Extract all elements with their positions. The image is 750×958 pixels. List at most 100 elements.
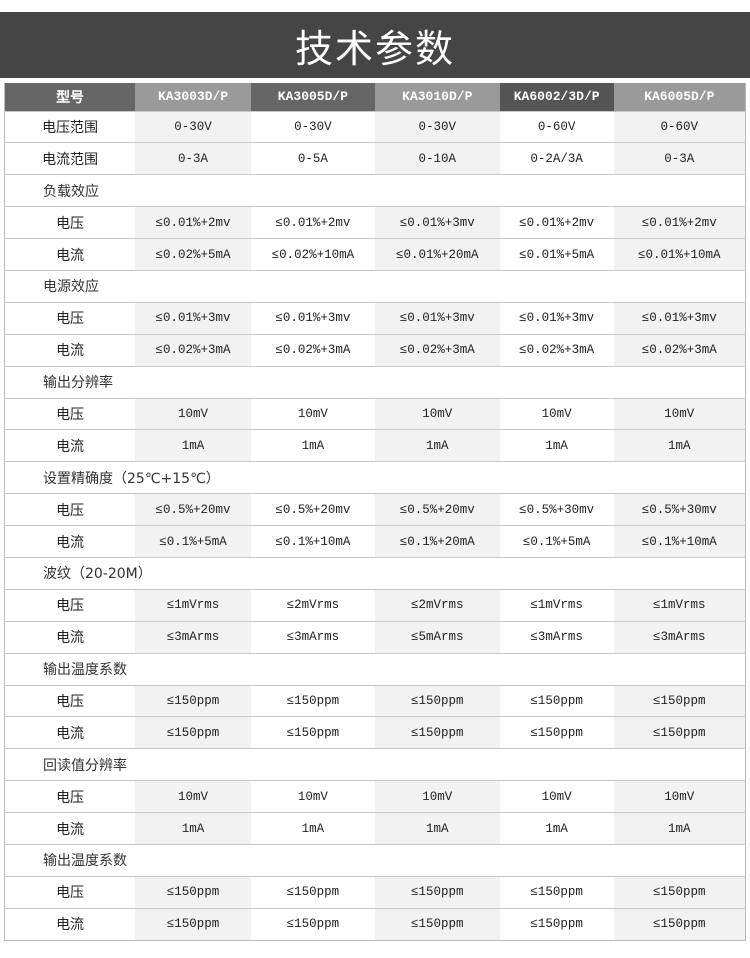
group-label: 电源效应: [4, 269, 746, 303]
table-row: 电流 ≤150ppm ≤150ppm ≤150ppm ≤150ppm ≤150ppm: [4, 716, 746, 749]
header-row: 型号 KA3003D/P KA3005D/P KA3010D/P KA6002/3D/P…: [4, 83, 746, 111]
spec-value: 10mV: [250, 780, 375, 813]
model-header: KA3003D/P: [135, 83, 251, 111]
row-label: 电压: [4, 684, 136, 717]
spec-value: 10mV: [613, 780, 746, 813]
spec-value: 10mV: [374, 397, 500, 430]
spec-value: 0-2A/3A: [499, 142, 614, 175]
spec-value: ≤150ppm: [250, 684, 375, 717]
spec-value: 0-30V: [250, 110, 375, 143]
row-label: 电压: [4, 875, 136, 909]
spec-value: 1mA: [499, 429, 614, 462]
row-label: 电压范围: [4, 110, 136, 143]
spec-value: ≤150ppm: [499, 907, 614, 941]
spec-value: 0-3A: [613, 142, 746, 175]
spec-value: ≤150ppm: [135, 875, 251, 909]
spec-value: ≤0.5%+30mv: [613, 493, 746, 526]
group-label: 输出分辨率: [4, 365, 746, 399]
group-label: 波纹（20-20M）: [4, 556, 746, 590]
group-label: 负载效应: [4, 174, 746, 207]
spec-value: ≤150ppm: [135, 716, 251, 749]
spec-value: ≤2mVrms: [374, 588, 500, 622]
spec-value: ≤150ppm: [250, 907, 375, 941]
table-row: 电压 10mV 10mV 10mV 10mV 10mV: [4, 780, 746, 813]
row-label: 电流: [4, 429, 136, 462]
spec-value: ≤0.02%+3mA: [250, 333, 375, 367]
spec-value: ≤150ppm: [613, 875, 746, 909]
table-row: 电压 10mV 10mV 10mV 10mV 10mV: [4, 397, 746, 430]
row-label: 电压: [4, 588, 136, 622]
group-row: 回读值分辨率: [4, 748, 746, 781]
spec-value: ≤150ppm: [135, 907, 251, 941]
spec-value: ≤0.5%+20mv: [374, 493, 500, 526]
spec-value: ≤1mVrms: [499, 588, 614, 622]
spec-value: ≤0.1%+5mA: [499, 525, 614, 558]
group-row: 波纹（20-20M）: [4, 556, 746, 590]
spec-value: 1mA: [499, 812, 614, 845]
spec-value: ≤150ppm: [499, 875, 614, 909]
spec-value: ≤150ppm: [250, 875, 375, 909]
spec-value: ≤150ppm: [499, 684, 614, 717]
row-label: 电压: [4, 780, 136, 813]
spec-value: ≤1mVrms: [135, 588, 251, 622]
spec-value: 1mA: [374, 812, 500, 845]
table-row: 电压范围 0-30V 0-30V 0-30V 0-60V 0-60V: [4, 110, 746, 143]
spec-value: ≤150ppm: [613, 907, 746, 941]
spec-value: 10mV: [374, 780, 500, 813]
spec-value: 10mV: [250, 397, 375, 430]
model-header: KA3010D/P: [374, 83, 500, 111]
spec-value: ≤0.01%+3mv: [135, 301, 251, 335]
spec-value: 10mV: [499, 397, 614, 430]
spec-value: ≤0.02%+3mA: [613, 333, 746, 367]
spec-value: 10mV: [613, 397, 746, 430]
row-label: 电压: [4, 301, 136, 335]
page-title: 技术参数: [0, 12, 750, 78]
spec-value: ≤0.01%+2mv: [613, 206, 746, 239]
model-header: KA3005D/P: [250, 83, 375, 111]
spec-value: ≤150ppm: [250, 716, 375, 749]
spec-value: ≤0.1%+10mA: [250, 525, 375, 558]
table-row: 电流 1mA 1mA 1mA 1mA 1mA: [4, 812, 746, 845]
row-label: 电流: [4, 525, 136, 558]
table-row: 电流 ≤150ppm ≤150ppm ≤150ppm ≤150ppm ≤150ppm: [4, 907, 746, 941]
table-row: 电压 ≤150ppm ≤150ppm ≤150ppm ≤150ppm ≤150ppm: [4, 875, 746, 909]
spec-value: 0-60V: [499, 110, 614, 143]
group-row: 设置精确度（25℃+15℃）: [4, 461, 746, 494]
spec-value: ≤150ppm: [374, 875, 500, 909]
spec-value: 1mA: [613, 429, 746, 462]
row-label: 电流: [4, 907, 136, 941]
spec-value: ≤150ppm: [613, 716, 746, 749]
spec-value: 0-10A: [374, 142, 500, 175]
group-row: 输出温度系数: [4, 843, 746, 877]
spec-value: 10mV: [135, 397, 251, 430]
spec-value: 0-3A: [135, 142, 251, 175]
spec-value: ≤150ppm: [374, 684, 500, 717]
spec-value: ≤150ppm: [135, 684, 251, 717]
spec-value: ≤1mVrms: [613, 588, 746, 622]
table-row: 电压 ≤150ppm ≤150ppm ≤150ppm ≤150ppm ≤150ppm: [4, 684, 746, 717]
spec-value: ≤0.02%+3mA: [135, 333, 251, 367]
group-label: 回读值分辨率: [4, 748, 746, 781]
group-label: 设置精确度（25℃+15℃）: [4, 461, 746, 494]
group-row: 负载效应: [4, 174, 746, 207]
spec-value: ≤3mArms: [613, 620, 746, 654]
spec-value: ≤0.01%+2mv: [250, 206, 375, 239]
table-row: 电流 1mA 1mA 1mA 1mA 1mA: [4, 429, 746, 462]
group-row: 输出温度系数: [4, 652, 746, 686]
spec-value: ≤3mArms: [499, 620, 614, 654]
spec-value: ≤0.5%+20mv: [135, 493, 251, 526]
spec-value: ≤0.1%+10mA: [613, 525, 746, 558]
spec-value: 10mV: [135, 780, 251, 813]
spec-value: 1mA: [250, 429, 375, 462]
table-row: 电压 ≤0.01%+2mv ≤0.01%+2mv ≤0.01%+3mv ≤0.01%+2…: [4, 206, 746, 239]
spec-value: ≤0.01%+20mA: [374, 238, 500, 271]
spec-value: 0-30V: [135, 110, 251, 143]
spec-value: 1mA: [135, 429, 251, 462]
spec-value: 10mV: [499, 780, 614, 813]
spec-value: ≤0.5%+30mv: [499, 493, 614, 526]
row-label: 电流: [4, 716, 136, 749]
table-row: 电压 ≤0.01%+3mv ≤0.01%+3mv ≤0.01%+3mv ≤0.01%+3…: [4, 301, 746, 335]
spec-value: ≤3mArms: [250, 620, 375, 654]
spec-value: ≤150ppm: [374, 716, 500, 749]
group-label: 输出温度系数: [4, 652, 746, 686]
